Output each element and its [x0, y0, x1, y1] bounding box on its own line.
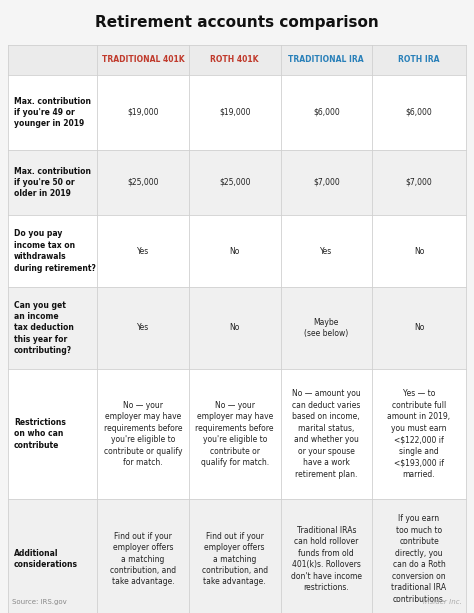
Text: $19,000: $19,000 [219, 108, 250, 117]
Text: $6,000: $6,000 [406, 108, 432, 117]
Text: Traditional IRAs
can hold rollover
funds from old
401(k)s. Rollovers
don't have : Traditional IRAs can hold rollover funds… [291, 526, 362, 592]
Text: Find out if your
employer offers
a matching
contribution, and
take advantage.: Find out if your employer offers a match… [201, 531, 268, 587]
Text: Restrictions
on who can
contribute: Restrictions on who can contribute [14, 418, 66, 450]
Text: Additional
considerations: Additional considerations [14, 549, 78, 569]
Text: $25,000: $25,000 [219, 178, 250, 187]
Bar [8, 150, 466, 215]
Text: Find out if your
employer offers
a matching
contribution, and
take advantage.: Find out if your employer offers a match… [110, 531, 176, 587]
Text: Yes: Yes [137, 246, 149, 256]
Text: $25,000: $25,000 [128, 178, 159, 187]
Text: No: No [229, 246, 240, 256]
Text: Yes — to
contribute full
amount in 2019,
you must earn
<$122,000 if
single and
<: Yes — to contribute full amount in 2019,… [387, 389, 451, 479]
Text: $7,000: $7,000 [406, 178, 432, 187]
Text: $6,000: $6,000 [313, 108, 340, 117]
Text: $19,000: $19,000 [128, 108, 159, 117]
Text: Max. contribution
if you're 49 or
younger in 2019: Max. contribution if you're 49 or younge… [14, 97, 91, 129]
Text: Can you get
an income
tax deduction
this year for
contributing?: Can you get an income tax deduction this… [14, 300, 74, 356]
Bar [8, 45, 466, 75]
Text: Maybe
(see below): Maybe (see below) [304, 318, 348, 338]
Text: Yes: Yes [320, 246, 332, 256]
Text: No: No [414, 246, 424, 256]
Bar [8, 287, 466, 369]
Text: No — your
employer may have
requirements before
you're eligible to
contribute or: No — your employer may have requirements… [104, 401, 182, 467]
Text: Insider Inc.: Insider Inc. [423, 599, 462, 605]
Text: TRADITIONAL 401K: TRADITIONAL 401K [102, 56, 184, 64]
Text: Do you pay
income tax on
withdrawals
during retirement?: Do you pay income tax on withdrawals dur… [14, 229, 96, 273]
Text: ROTH 401K: ROTH 401K [210, 56, 259, 64]
Bar [8, 75, 466, 150]
Text: Retirement accounts comparison: Retirement accounts comparison [95, 15, 379, 30]
Text: No — amount you
can deduct varies
based on income,
marital status,
and whether y: No — amount you can deduct varies based … [292, 389, 361, 479]
Text: No: No [229, 324, 240, 332]
Bar [8, 215, 466, 287]
Bar [8, 369, 466, 499]
Text: $7,000: $7,000 [313, 178, 340, 187]
Text: No: No [414, 324, 424, 332]
Text: If you earn
too much to
contribute
directly, you
can do a Roth
conversion on
tra: If you earn too much to contribute direc… [392, 514, 447, 604]
Bar [8, 499, 466, 613]
Text: Yes: Yes [137, 324, 149, 332]
Text: TRADITIONAL IRA: TRADITIONAL IRA [289, 56, 364, 64]
Text: ROTH IRA: ROTH IRA [398, 56, 440, 64]
Text: No — your
employer may have
requirements before
you're eligible to
contribute or: No — your employer may have requirements… [195, 401, 274, 467]
Text: Max. contribution
if you're 50 or
older in 2019: Max. contribution if you're 50 or older … [14, 167, 91, 199]
Text: Source: IRS.gov: Source: IRS.gov [12, 599, 67, 605]
